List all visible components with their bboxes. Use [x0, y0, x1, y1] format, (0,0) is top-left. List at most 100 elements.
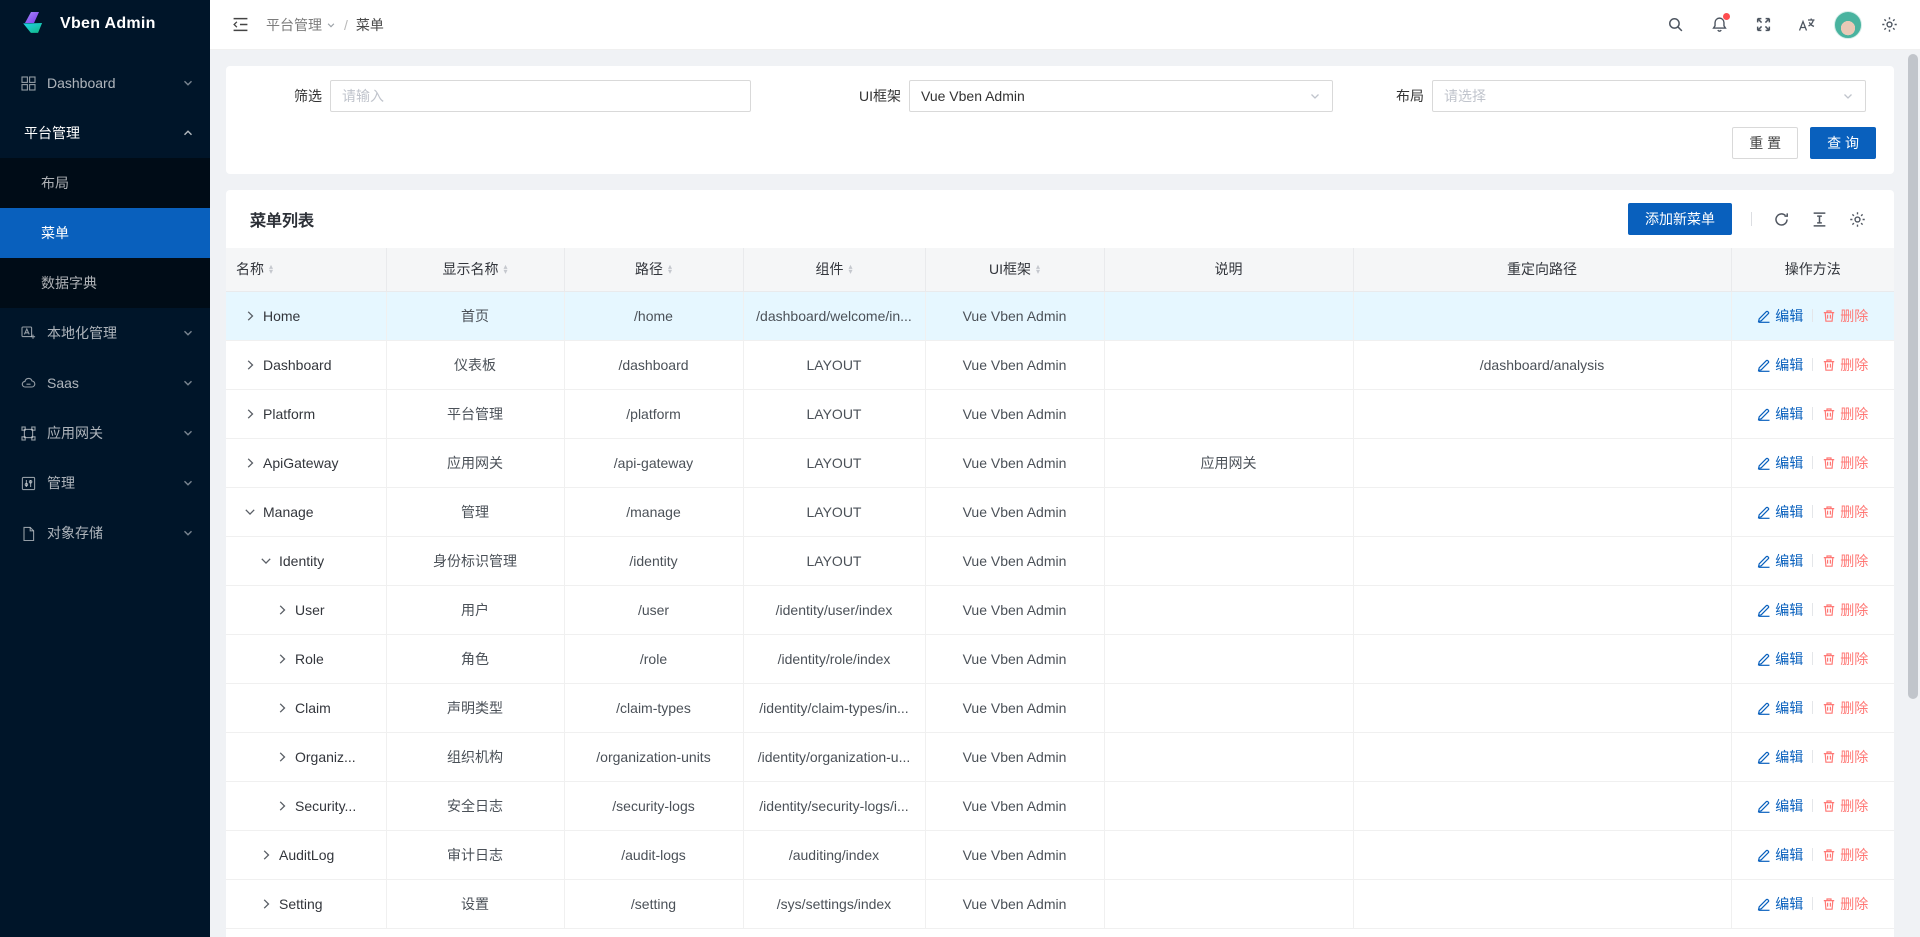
edit-button[interactable]: 编辑	[1757, 453, 1803, 473]
edit-button[interactable]: 编辑	[1757, 404, 1803, 424]
cell-display-name: 组织机构	[386, 732, 565, 782]
sidebar-item-4[interactable]: 应用网关	[0, 408, 210, 458]
edit-button[interactable]: 编辑	[1757, 502, 1803, 522]
delete-button[interactable]: 删除	[1822, 502, 1868, 522]
table-row[interactable]: Claim 声明类型 /claim-types /identity/claim-…	[226, 683, 1894, 733]
expand-chevron-right-icon[interactable]	[244, 359, 256, 371]
breadcrumb-section[interactable]: 平台管理	[266, 15, 336, 35]
sidebar-fold-icon[interactable]	[224, 9, 256, 41]
delete-button[interactable]: 删除	[1822, 355, 1868, 375]
table-row[interactable]: Security... 安全日志 /security-logs /identit…	[226, 781, 1894, 831]
table-row[interactable]: Home 首页 /home /dashboard/welcome/in... V…	[226, 291, 1894, 341]
sort-icon[interactable]: ▴ ▾	[269, 262, 274, 277]
edit-button[interactable]: 编辑	[1757, 355, 1803, 375]
delete-button[interactable]: 删除	[1822, 894, 1868, 914]
delete-button[interactable]: 删除	[1822, 845, 1868, 865]
sort-icon[interactable]: ▴ ▾	[503, 262, 508, 277]
sidebar-item-3[interactable]: Saas	[0, 358, 210, 408]
delete-button[interactable]: 删除	[1822, 453, 1868, 473]
filter-input[interactable]	[342, 88, 739, 104]
collapse-chevron-down-icon[interactable]	[260, 555, 272, 567]
column-header-1[interactable]: 显示名称 ▴ ▾	[386, 248, 565, 292]
fullscreen-icon[interactable]	[1746, 8, 1780, 42]
expand-chevron-right-icon[interactable]	[260, 849, 272, 861]
sidebar-item-5[interactable]: 管理	[0, 458, 210, 508]
scrollbar-thumb[interactable]	[1908, 54, 1918, 699]
edit-button[interactable]: 编辑	[1757, 649, 1803, 669]
ui-framework-select[interactable]: Vue Vben Admin	[909, 80, 1333, 112]
expand-chevron-right-icon[interactable]	[244, 310, 256, 322]
edit-button[interactable]: 编辑	[1757, 894, 1803, 914]
delete-button[interactable]: 删除	[1822, 796, 1868, 816]
table-row[interactable]: Organiz... 组织机构 /organization-units /ide…	[226, 732, 1894, 782]
edit-button[interactable]: 编辑	[1757, 796, 1803, 816]
edit-button[interactable]: 编辑	[1757, 600, 1803, 620]
search-button[interactable]: 查 询	[1810, 127, 1876, 159]
vertical-scrollbar[interactable]	[1908, 52, 1918, 934]
edit-button[interactable]: 编辑	[1757, 306, 1803, 326]
table-row[interactable]: ApiGateway 应用网关 /api-gateway LAYOUT Vue …	[226, 438, 1894, 488]
table-row[interactable]: Identity 身份标识管理 /identity LAYOUT Vue Vbe…	[226, 536, 1894, 586]
expand-chevron-right-icon[interactable]	[276, 702, 288, 714]
sidebar-subitem[interactable]: 数据字典	[0, 258, 210, 308]
edit-button[interactable]: 编辑	[1757, 747, 1803, 767]
edit-button[interactable]: 编辑	[1757, 698, 1803, 718]
settings-gear-icon[interactable]	[1872, 8, 1906, 42]
cell-description	[1104, 830, 1354, 880]
sidebar-item-6[interactable]: 对象存储	[0, 508, 210, 558]
cell-name: ApiGateway	[226, 438, 387, 488]
logo[interactable]: Vben Admin	[0, 0, 210, 48]
reset-button[interactable]: 重 置	[1732, 127, 1799, 159]
table-row[interactable]: Dashboard 仪表板 /dashboard LAYOUT Vue Vben…	[226, 340, 1894, 390]
expand-chevron-right-icon[interactable]	[244, 408, 256, 420]
delete-button[interactable]: 删除	[1822, 404, 1868, 424]
row-height-icon[interactable]	[1806, 206, 1832, 232]
edit-pencil-icon	[1758, 604, 1770, 617]
refresh-icon[interactable]	[1768, 206, 1794, 232]
sort-icon[interactable]: ▴ ▾	[1035, 262, 1040, 277]
translate-icon[interactable]	[1790, 8, 1824, 42]
column-header-3[interactable]: 组件 ▴ ▾	[743, 248, 926, 292]
delete-button[interactable]: 删除	[1822, 551, 1868, 571]
avatar[interactable]	[1834, 10, 1862, 39]
sidebar-subitem[interactable]: 菜单	[0, 208, 210, 258]
delete-button[interactable]: 删除	[1822, 747, 1868, 767]
sidebar-subitem[interactable]: 布局	[0, 158, 210, 208]
edit-label: 编辑	[1775, 503, 1804, 520]
table-row[interactable]: Manage 管理 /manage LAYOUT Vue Vben Admin …	[226, 487, 1894, 537]
expand-chevron-right-icon[interactable]	[276, 751, 288, 763]
column-header-0[interactable]: 名称 ▴ ▾	[226, 248, 387, 292]
collapse-chevron-down-icon[interactable]	[244, 506, 256, 518]
table-row[interactable]: Setting 设置 /setting /sys/settings/index …	[226, 879, 1894, 929]
edit-button[interactable]: 编辑	[1757, 551, 1803, 571]
column-settings-gear-icon[interactable]	[1844, 206, 1870, 232]
sidebar-item-label: 本地化管理	[47, 325, 117, 341]
column-header-2[interactable]: 路径 ▴ ▾	[564, 248, 744, 292]
edit-button[interactable]: 编辑	[1757, 845, 1803, 865]
column-header-4[interactable]: UI框架 ▴ ▾	[925, 248, 1105, 292]
expand-chevron-right-icon[interactable]	[276, 800, 288, 812]
table-row[interactable]: AuditLog 审计日志 /audit-logs /auditing/inde…	[226, 830, 1894, 880]
delete-button[interactable]: 删除	[1822, 306, 1868, 326]
expand-chevron-right-icon[interactable]	[244, 457, 256, 469]
sidebar-section-1[interactable]: 平台管理	[0, 108, 210, 158]
add-menu-button[interactable]: 添加新菜单	[1628, 203, 1732, 235]
delete-button[interactable]: 删除	[1822, 649, 1868, 669]
notifications-bell-icon[interactable]	[1702, 8, 1736, 42]
sort-icon[interactable]: ▴ ▾	[848, 262, 853, 277]
delete-button[interactable]: 删除	[1822, 600, 1868, 620]
sidebar-item-2[interactable]: 本地化管理	[0, 308, 210, 358]
sort-icon[interactable]: ▴ ▾	[667, 262, 672, 277]
sidebar-item-0[interactable]: Dashboard	[0, 58, 210, 108]
layout-select[interactable]: 请选择	[1432, 80, 1866, 112]
expand-chevron-right-icon[interactable]	[276, 604, 288, 616]
table-row[interactable]: User 用户 /user /identity/user/index Vue V…	[226, 585, 1894, 635]
expand-chevron-right-icon[interactable]	[260, 898, 272, 910]
search-icon[interactable]	[1658, 8, 1692, 42]
table-row[interactable]: Platform 平台管理 /platform LAYOUT Vue Vben …	[226, 389, 1894, 439]
table-row[interactable]: Role 角色 /role /identity/role/index Vue V…	[226, 634, 1894, 684]
expand-chevron-right-icon[interactable]	[276, 653, 288, 665]
edit-pencil-icon	[1758, 849, 1770, 862]
column-label: 显示名称	[442, 261, 499, 278]
delete-button[interactable]: 删除	[1822, 698, 1868, 718]
